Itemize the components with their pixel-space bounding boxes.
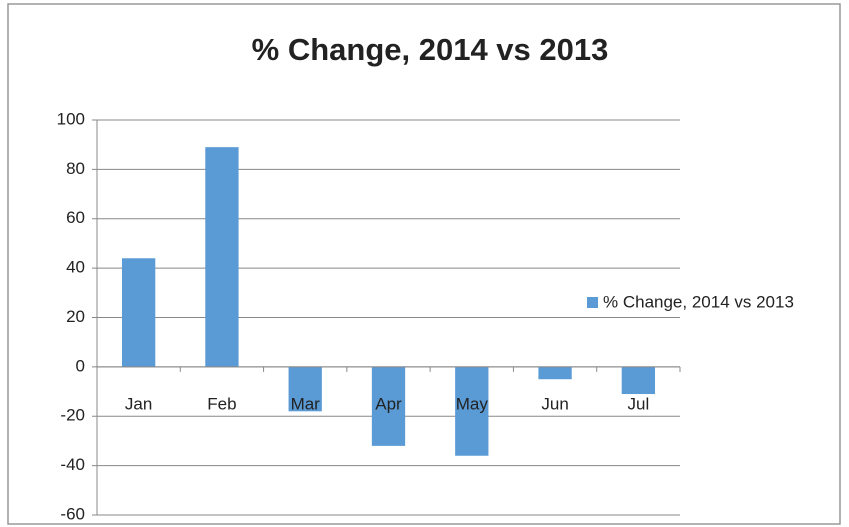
bar [205, 147, 239, 367]
y-tick-label: 20 [66, 307, 85, 326]
y-tick-label: 40 [66, 258, 85, 277]
x-tick-label: May [456, 394, 489, 413]
bar [371, 366, 406, 446]
x-tick-label: Apr [375, 394, 402, 413]
x-tick-label: Jan [125, 394, 152, 413]
y-tick-label: 0 [76, 356, 85, 375]
bar [121, 258, 156, 367]
x-tick-label: Mar [291, 394, 321, 413]
bar [455, 366, 489, 456]
y-tick-label: 60 [66, 208, 85, 227]
y-tick-label: 100 [57, 109, 85, 128]
bar [538, 366, 572, 380]
bar [288, 366, 322, 412]
x-tick-label: Jul [627, 394, 649, 413]
y-tick-label: 80 [66, 159, 85, 178]
x-tick-label: Feb [207, 394, 236, 413]
y-tick-label: -20 [60, 406, 85, 425]
bar [621, 366, 656, 395]
y-tick-label: -40 [60, 455, 85, 474]
chart-title: % Change, 2014 vs 2013 [252, 32, 609, 67]
legend-label: % Change, 2014 vs 2013 [603, 292, 794, 311]
x-tick-label: Jun [541, 394, 568, 413]
legend-swatch [587, 297, 598, 308]
y-tick-label: -60 [60, 504, 85, 523]
